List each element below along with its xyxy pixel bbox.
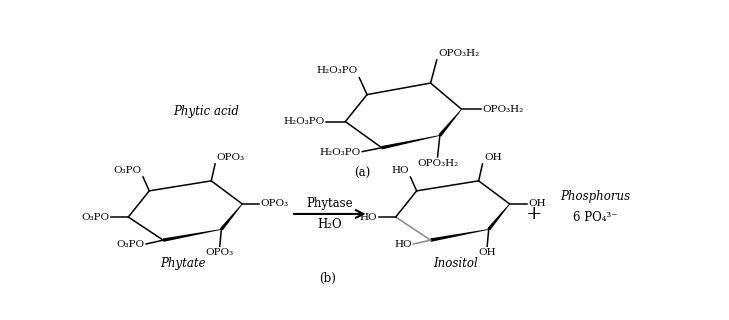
Polygon shape <box>220 204 243 230</box>
Text: Inositol: Inositol <box>433 257 477 270</box>
Text: Phytic acid: Phytic acid <box>173 105 239 118</box>
Text: O₃PO: O₃PO <box>117 240 144 249</box>
Text: Phytase: Phytase <box>306 197 353 210</box>
Text: OH: OH <box>478 248 496 257</box>
Text: HO: HO <box>391 166 409 175</box>
Text: H₂O₃PO: H₂O₃PO <box>316 66 358 75</box>
Text: HO: HO <box>394 240 412 249</box>
Text: (b): (b) <box>319 272 336 285</box>
Text: Phytate: Phytate <box>160 257 206 270</box>
Text: H₂O₃PO: H₂O₃PO <box>283 117 324 126</box>
Text: (a): (a) <box>354 167 370 180</box>
Text: OPO₃: OPO₃ <box>217 153 245 162</box>
Polygon shape <box>381 135 440 149</box>
Text: H₂O₃PO: H₂O₃PO <box>319 148 361 157</box>
Polygon shape <box>488 204 510 230</box>
Polygon shape <box>163 229 222 242</box>
Polygon shape <box>439 109 462 137</box>
Text: Phosphorus: Phosphorus <box>560 190 630 203</box>
Text: OPO₃H₂: OPO₃H₂ <box>417 158 458 167</box>
Text: O₃PO: O₃PO <box>114 166 141 175</box>
Text: OH: OH <box>529 199 546 208</box>
Text: OPO₃: OPO₃ <box>261 199 289 208</box>
Text: HO: HO <box>359 212 377 221</box>
Text: OPO₃: OPO₃ <box>206 248 234 257</box>
Text: +: + <box>526 205 542 223</box>
Text: H₂O: H₂O <box>318 218 342 231</box>
Text: O₃PO: O₃PO <box>82 212 110 221</box>
Text: OPO₃H₂: OPO₃H₂ <box>438 49 480 58</box>
Text: OPO₃H₂: OPO₃H₂ <box>483 105 523 114</box>
Polygon shape <box>430 229 488 242</box>
Text: 6 PO₄³⁻: 6 PO₄³⁻ <box>572 211 617 224</box>
Text: OH: OH <box>484 153 502 162</box>
